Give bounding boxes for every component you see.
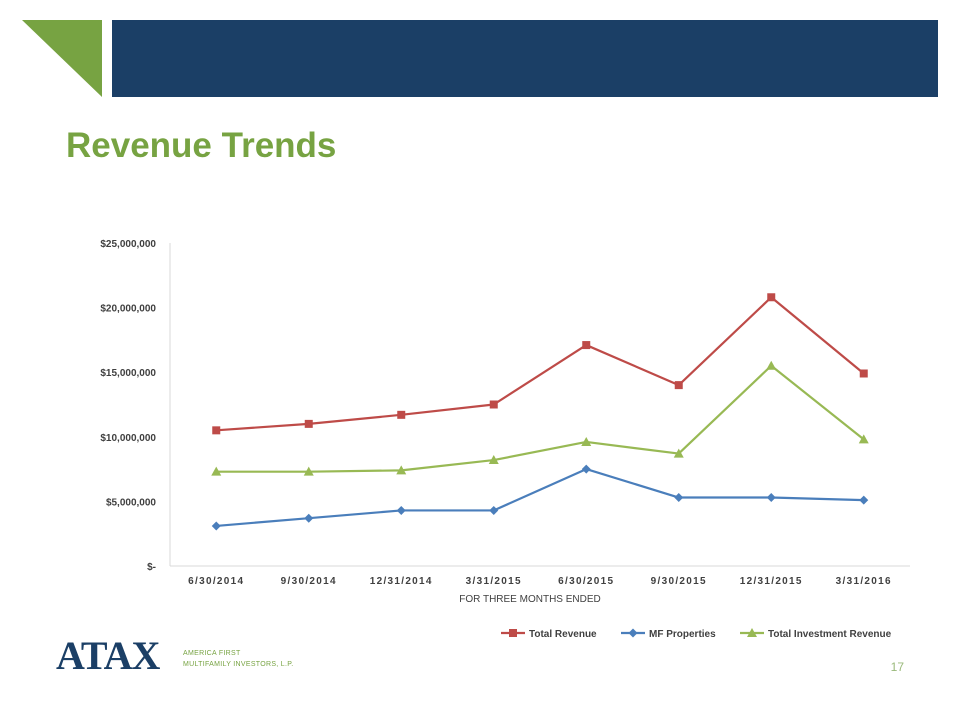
data-point-total-revenue bbox=[397, 410, 406, 419]
y-tick-label: $10,000,000 bbox=[100, 433, 156, 444]
data-point-total-investment-revenue bbox=[303, 466, 314, 476]
x-tick-label: 12/31/2014 bbox=[370, 576, 433, 587]
legend-marker-total-revenue bbox=[509, 629, 517, 637]
x-axis-title: FOR THREE MONTHS ENDED bbox=[459, 594, 601, 605]
data-point-mf-properties bbox=[766, 493, 776, 503]
x-tick-label: 6/30/2014 bbox=[188, 576, 244, 587]
data-point-total-revenue bbox=[212, 426, 221, 435]
data-point-mf-properties bbox=[859, 495, 869, 505]
data-point-total-revenue bbox=[582, 341, 591, 350]
data-point-total-investment-revenue bbox=[858, 434, 869, 444]
x-tick-label: 9/30/2015 bbox=[651, 576, 707, 587]
data-point-mf-properties bbox=[396, 505, 406, 515]
data-point-total-revenue bbox=[859, 369, 868, 378]
header-triangle bbox=[22, 20, 102, 97]
x-tick-label: 9/30/2014 bbox=[281, 576, 337, 587]
data-point-mf-properties bbox=[304, 513, 314, 523]
y-tick-label: $5,000,000 bbox=[106, 497, 156, 508]
data-point-total-investment-revenue bbox=[488, 455, 499, 465]
x-tick-label: 12/31/2015 bbox=[740, 576, 803, 587]
legend-marker-mf-properties bbox=[628, 628, 638, 638]
data-point-total-investment-revenue bbox=[211, 466, 222, 476]
x-tick-label: 6/30/2015 bbox=[558, 576, 614, 587]
data-point-total-investment-revenue bbox=[396, 465, 407, 475]
data-point-mf-properties bbox=[581, 464, 591, 474]
legend-label-total-revenue: Total Revenue bbox=[529, 629, 597, 640]
logo-line-1: AMERICA FIRST bbox=[183, 650, 241, 657]
y-tick-label: $- bbox=[147, 562, 156, 573]
series-line-total-investment-revenue bbox=[216, 364, 865, 473]
data-point-total-revenue bbox=[489, 400, 498, 409]
data-point-total-investment-revenue bbox=[581, 436, 592, 446]
data-point-mf-properties bbox=[211, 521, 221, 531]
legend-label-total-investment-revenue: Total Investment Revenue bbox=[768, 629, 892, 640]
header-bar bbox=[112, 20, 938, 97]
logo-line-2: MULTIFAMILY INVESTORS, L.P. bbox=[183, 661, 294, 668]
logo-tagline: AMERICA FIRST MULTIFAMILY INVESTORS, L.P… bbox=[183, 648, 294, 670]
data-point-total-investment-revenue bbox=[673, 448, 684, 458]
atax-logo: ATAX bbox=[56, 633, 160, 678]
y-tick-label: $20,000,000 bbox=[100, 304, 156, 315]
data-point-total-revenue bbox=[767, 293, 776, 302]
x-tick-label: 3/31/2015 bbox=[466, 576, 522, 587]
series-line-total-revenue bbox=[216, 296, 865, 432]
data-point-mf-properties bbox=[489, 505, 499, 515]
series-line-mf-properties bbox=[216, 468, 864, 528]
page-number: 17 bbox=[890, 660, 904, 674]
legend-marker-total-investment-revenue bbox=[747, 628, 757, 637]
data-point-total-investment-revenue bbox=[766, 360, 777, 370]
data-point-mf-properties bbox=[674, 493, 684, 503]
x-tick-label: 3/31/2016 bbox=[836, 576, 892, 587]
data-point-total-revenue bbox=[674, 381, 683, 390]
page-title: Revenue Trends bbox=[66, 126, 337, 165]
y-tick-label: $25,000,000 bbox=[100, 239, 156, 250]
data-point-total-revenue bbox=[304, 419, 313, 428]
y-tick-label: $15,000,000 bbox=[100, 368, 156, 379]
legend-label-mf-properties: MF Properties bbox=[649, 629, 716, 640]
